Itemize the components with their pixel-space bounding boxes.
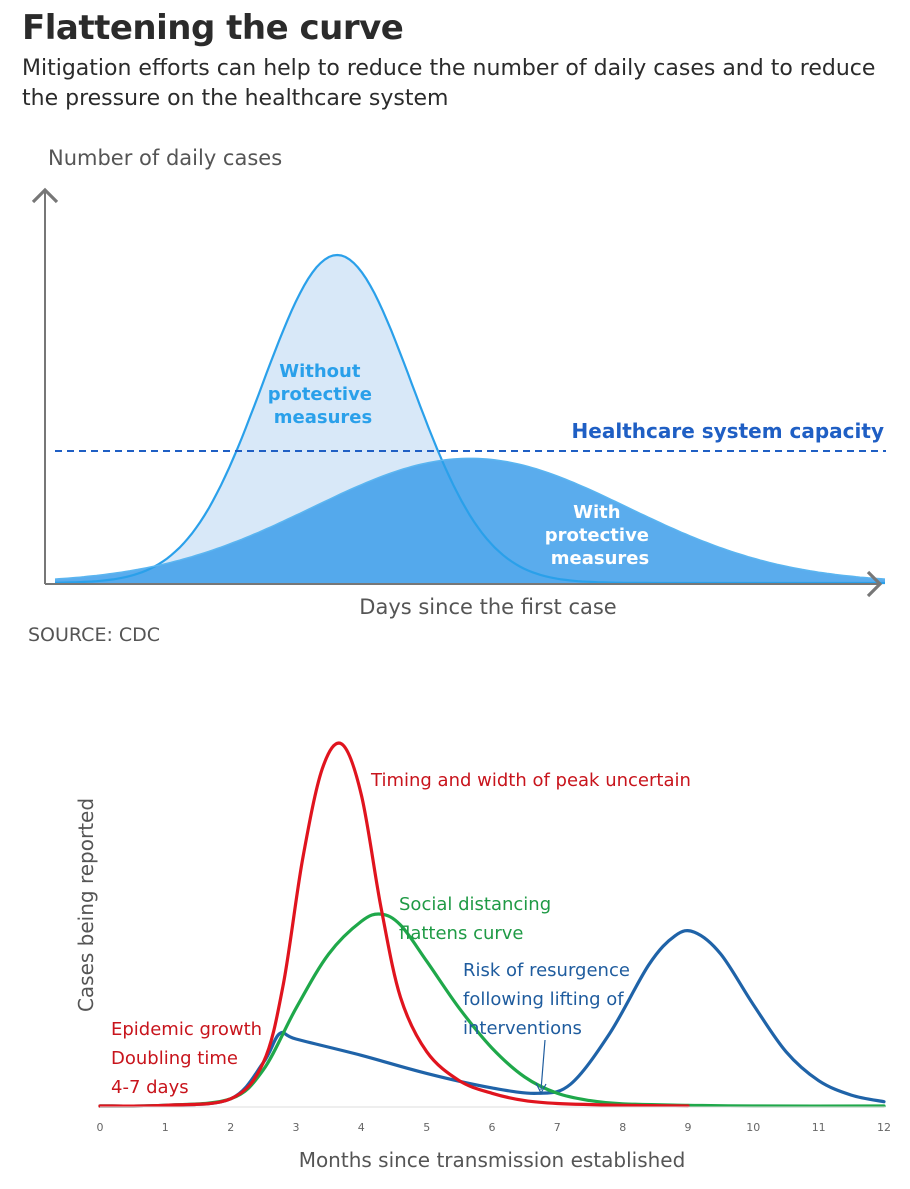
x-tick-label: 11 [812,1121,826,1134]
blue-annotation-line-3: interventions [463,1018,582,1039]
y-axis-label: Number of daily cases [48,146,282,170]
blue-annotation: Risk of resurgence following lifting of … [463,960,636,1039]
x-tick-label: 8 [619,1121,626,1134]
page-title: Flattening the curve [22,8,404,48]
x-ticks: 0 1 2 3 4 5 6 7 8 9 10 11 12 [97,1121,892,1134]
with-measures-label: With protective measures [545,502,656,569]
blue-annotation-line-2: following lifting of [463,989,624,1010]
without-label-line-1: Without [279,361,361,382]
x-axis-label-2: Months since transmission established [299,1148,686,1172]
x-tick-label: 2 [227,1121,234,1134]
series-lines [98,741,886,1108]
blue-annotation-line-1: Risk of resurgence [463,960,630,981]
source-note: SOURCE: CDC [28,624,161,646]
x-tick-label: 6 [489,1121,496,1134]
x-tick-label: 12 [877,1121,891,1134]
epidemic-annotation-line-2: Doubling time [111,1048,238,1069]
with-measures-area [55,458,885,583]
with-label-line-2: protective [545,525,649,546]
x-tick-label: 0 [97,1121,104,1134]
blue-annotation-pointer-head [535,1082,547,1095]
red-annotation: Timing and width of peak uncertain [370,770,691,791]
capacity-label: Healthcare system capacity [572,419,884,443]
without-label-line-3: measures [274,407,372,428]
x-axis-label: Days since the first case [359,595,616,619]
green-annotation-line-1: Social distancing [399,894,551,915]
blue-annotation-pointer [540,1039,546,1091]
epidemic-annotation: Epidemic growth Doubling time 4-7 days [111,1019,268,1098]
with-label-line-3: measures [551,548,649,569]
with-measures-line [54,457,886,580]
x-tick-label: 4 [358,1121,365,1134]
without-label-line-2: protective [268,384,372,405]
with-label-line-1: With [573,502,620,523]
green-annotation-line-2: flattens curve [399,923,524,944]
y-axis-label-2: Cases being reported [74,798,98,1012]
x-tick-label: 3 [293,1121,300,1134]
epidemic-annotation-line-1: Epidemic growth [111,1019,262,1040]
epidemic-annotation-line-3: 4-7 days [111,1077,189,1098]
x-tick-label: 10 [746,1121,760,1134]
green-annotation: Social distancing flattens curve [399,894,557,944]
x-tick-label: 5 [423,1121,430,1134]
x-tick-label: 9 [685,1121,692,1134]
red-series-line [98,741,690,1108]
flatten-curve-chart: Number of daily cases Days since the fir… [31,146,886,619]
x-tick-label: 1 [162,1121,169,1134]
x-tick-label: 7 [554,1121,561,1134]
without-measures-area [55,255,885,583]
page-subtitle: Mitigation efforts can help to reduce th… [22,56,876,111]
without-measures-label: Without protective measures [268,361,379,428]
